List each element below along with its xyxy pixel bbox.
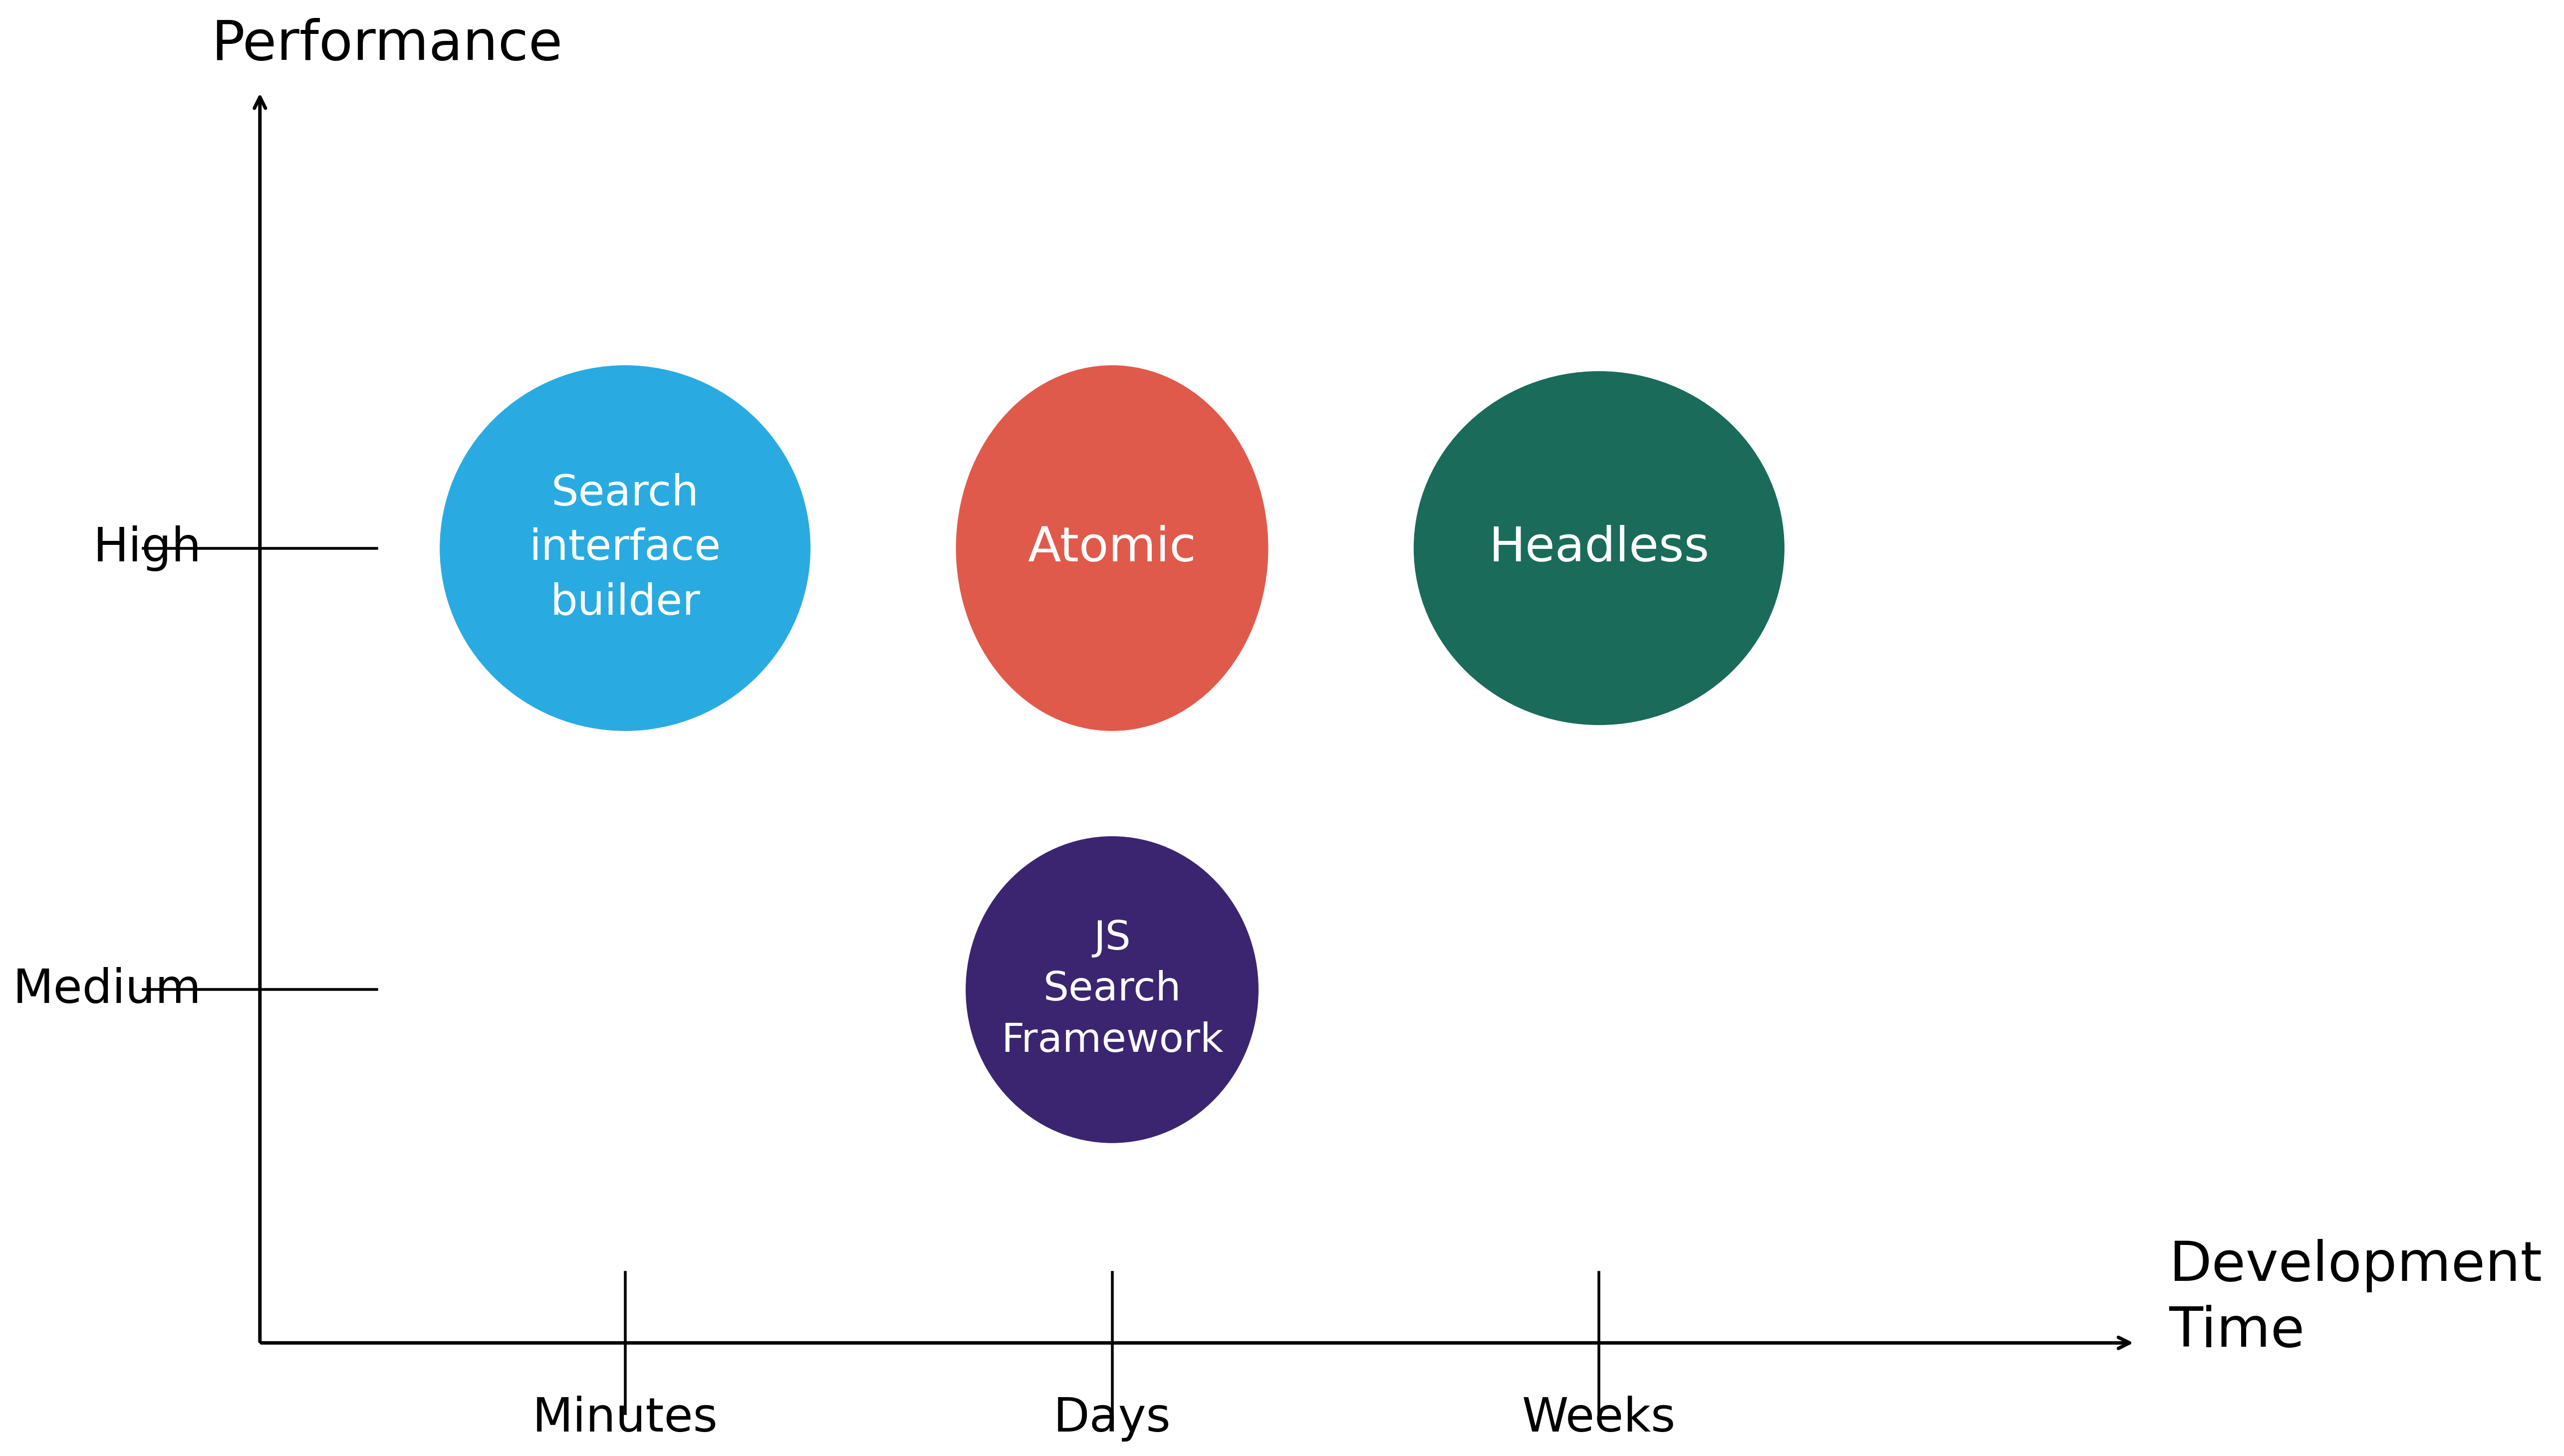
Text: Development
Time: Development Time <box>2169 1239 2541 1358</box>
Text: JS
Search
Framework: JS Search Framework <box>1000 919 1223 1060</box>
Ellipse shape <box>1413 371 1785 725</box>
Text: Search
interface
builder: Search interface builder <box>528 473 720 623</box>
Text: Headless: Headless <box>1490 526 1710 571</box>
Text: Performance: Performance <box>210 17 562 71</box>
Ellipse shape <box>441 365 810 731</box>
Text: Weeks: Weeks <box>1523 1396 1677 1441</box>
Text: Days: Days <box>1054 1396 1172 1441</box>
Text: Minutes: Minutes <box>533 1396 718 1441</box>
Text: Atomic: Atomic <box>1028 526 1197 571</box>
Ellipse shape <box>967 837 1259 1143</box>
Text: Medium: Medium <box>13 967 203 1012</box>
Text: High: High <box>92 526 203 571</box>
Ellipse shape <box>956 365 1269 731</box>
